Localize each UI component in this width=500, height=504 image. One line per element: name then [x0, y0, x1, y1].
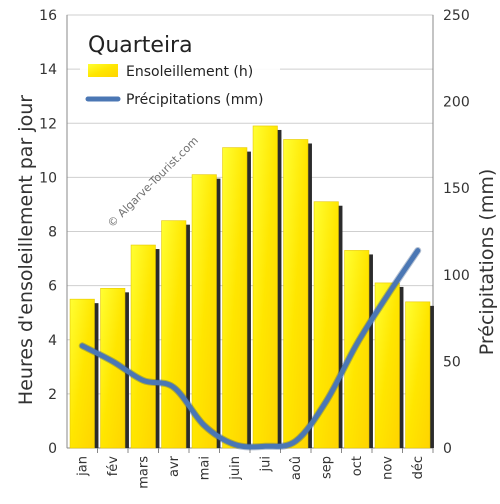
x-tick-label: déc — [411, 456, 426, 479]
sunshine-bar — [191, 174, 217, 449]
y-right-tick-label: 50 — [443, 354, 461, 370]
x-tick-label: sep — [319, 456, 334, 479]
sunshine-bar — [130, 244, 156, 449]
sunshine-bar — [405, 301, 431, 449]
y-axis-right-title: Précipitations (mm) — [476, 169, 498, 356]
sunshine-bar — [344, 250, 370, 449]
x-tick-label: avr — [167, 455, 182, 477]
sunshine-bar — [313, 201, 339, 449]
sunshine-bar-group — [130, 244, 160, 449]
y-right-tick-label: 100 — [443, 268, 470, 284]
x-tick-label: mai — [197, 456, 212, 480]
sunshine-bar-group — [252, 125, 282, 449]
sunshine-bar-group — [161, 220, 190, 449]
sunshine-bar-group — [283, 139, 312, 449]
sunshine-bar — [161, 220, 187, 449]
sunshine-bar — [222, 147, 248, 449]
y-right-tick-label: 0 — [443, 441, 452, 457]
x-tick-label: fév — [106, 456, 121, 477]
x-tick-label: nov — [380, 456, 395, 480]
sunshine-bar-group — [222, 147, 251, 449]
y-right-tick-label: 150 — [443, 181, 470, 197]
x-tick-label: oct — [350, 456, 365, 476]
legend-precipitation-label: Précipitations (mm) — [126, 92, 263, 108]
sunshine-bar — [283, 139, 309, 449]
y-axis-left-title: Heures d'ensoleillement par jour — [15, 95, 37, 405]
y-left-tick-label: 12 — [39, 116, 57, 132]
y-left-tick-label: 6 — [48, 279, 57, 295]
x-tick-label: aoû — [289, 456, 304, 480]
x-tick-label: mars — [136, 456, 151, 489]
sunshine-bar-group — [405, 301, 434, 449]
legend: Quarteira Ensoleillement (h) Précipitati… — [80, 24, 280, 116]
y-right-tick-label: 200 — [443, 95, 470, 111]
sunshine-bar — [252, 125, 278, 449]
sunshine-bar-group — [69, 298, 99, 449]
sunshine-bar-group — [344, 250, 373, 449]
x-tick-label: juin — [228, 456, 243, 481]
y-left-tick-label: 8 — [48, 225, 57, 241]
x-tick-label: jui — [258, 456, 273, 472]
precipitation-line-layer — [78, 247, 422, 451]
x-tick-label: jan — [75, 456, 90, 477]
legend-sunshine-swatch — [88, 64, 118, 77]
sunshine-bar-group — [191, 174, 221, 449]
y-left-tick-label: 16 — [39, 8, 57, 24]
precipitation-line — [79, 248, 421, 450]
y-left-tick-label: 4 — [48, 333, 57, 349]
legend-sunshine-label: Ensoleillement (h) — [126, 64, 253, 80]
axes: 0 2 4 6 8 10 12 14 16 0 50 100 150 200 250 jan fév mars av… — [39, 8, 470, 489]
sunshine-bars — [69, 125, 434, 449]
y-right-tick-label: 250 — [443, 8, 470, 24]
sunshine-bar — [69, 298, 95, 449]
y-left-tick-label: 2 — [48, 387, 57, 403]
y-left-tick-label: 10 — [39, 170, 57, 186]
chart-title: Quarteira — [88, 33, 193, 58]
y-left-tick-label: 0 — [48, 441, 57, 457]
y-left-tick-label: 14 — [39, 62, 57, 78]
